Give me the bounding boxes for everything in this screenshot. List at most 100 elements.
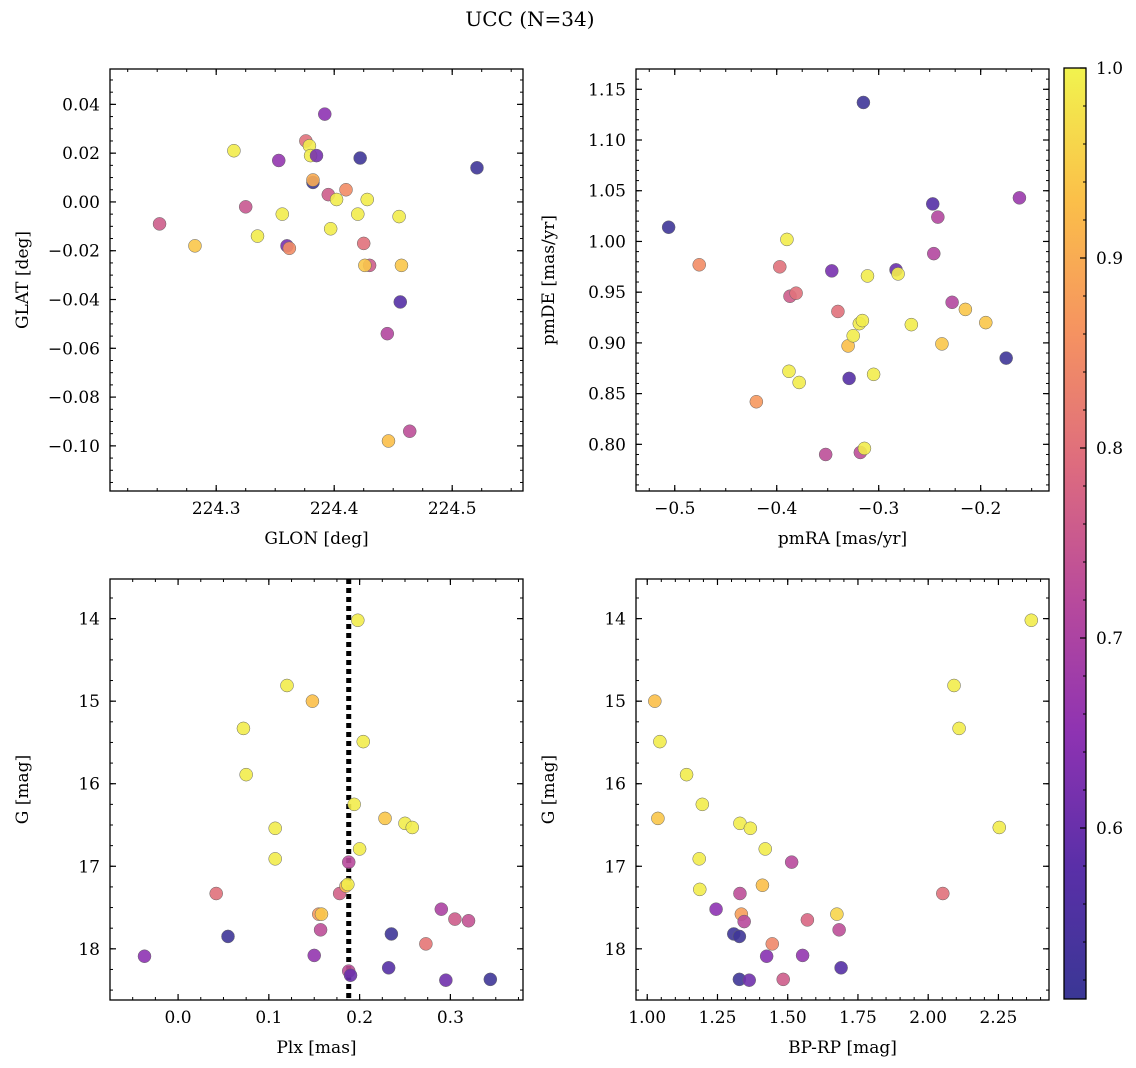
data-point (271, 153, 286, 168)
y-tick-label: 17 (604, 857, 626, 877)
y-tick-label: 0.90 (588, 334, 626, 354)
data-point (341, 877, 355, 892)
x-tick-label: 2.00 (909, 1008, 947, 1028)
data-point (339, 182, 353, 197)
x-axis-label: BP-RP [mag] (788, 1038, 897, 1058)
data-point (268, 852, 282, 866)
data-point (765, 937, 780, 951)
data-point (314, 907, 329, 921)
data-point (405, 820, 420, 835)
data-point (692, 258, 706, 272)
y-tick-label: −0.08 (48, 388, 100, 408)
y-tick-label: 0.85 (588, 385, 626, 405)
data-point (866, 367, 881, 382)
data-point (846, 329, 860, 343)
x-tick-label: 1.50 (769, 1008, 807, 1028)
data-point (381, 961, 396, 975)
x-tick-label: 1.25 (699, 1008, 737, 1028)
data-point (795, 948, 810, 963)
data-point (305, 694, 320, 708)
y-tick-label: −0.06 (48, 339, 100, 359)
y-tick-label: 0.80 (588, 435, 626, 455)
y-tick-label: 1.05 (588, 182, 626, 202)
data-point (759, 949, 774, 963)
data-point (419, 937, 433, 951)
data-point (693, 882, 707, 897)
x-axis-label: pmRA [mas/yr] (778, 529, 907, 549)
data-points (152, 107, 484, 448)
colorbar-tick-label: 0.6 (1096, 819, 1123, 839)
y-tick-label: 1.10 (588, 131, 626, 151)
data-point (280, 678, 294, 693)
data-point (347, 797, 361, 812)
data-point (945, 295, 959, 310)
data-point (351, 207, 365, 221)
tick-marks (636, 68, 1049, 491)
data-point (250, 229, 265, 243)
data-point (784, 855, 799, 869)
data-point (384, 927, 399, 941)
data-point (904, 317, 919, 332)
y-tick-label: −0.10 (48, 437, 100, 457)
panels: 224.3 224.4 224.5 0.04 0.02 0.00 −0.02 −0.04 −0.… (13, 68, 1050, 1058)
x-tick-label: 224.5 (428, 499, 477, 519)
data-point (737, 914, 751, 929)
y-tick-label: 18 (78, 940, 100, 960)
data-point (378, 811, 392, 826)
x-tick-label: 0.0 (165, 1008, 192, 1028)
axes-frame (635, 578, 1050, 1001)
x-tick-label: 0.2 (346, 1008, 373, 1028)
panel-glon-glat: 224.3 224.4 224.5 0.04 0.02 0.00 −0.02 −0.04 −0.… (13, 68, 524, 549)
y-tick-label: 14 (604, 610, 626, 630)
data-point (239, 767, 253, 782)
data-point (792, 375, 806, 390)
data-point (306, 173, 320, 187)
data-point (470, 161, 484, 175)
data-point (743, 821, 758, 836)
data-point (356, 734, 370, 749)
data-point (402, 424, 417, 438)
data-point (137, 949, 152, 963)
data-point (648, 694, 662, 708)
data-point (855, 313, 870, 328)
data-point (353, 151, 367, 165)
x-tick-label: −0.5 (654, 499, 695, 519)
data-point (925, 197, 940, 211)
data-point (309, 148, 324, 163)
data-point (952, 721, 966, 736)
data-point (236, 721, 251, 736)
data-point (825, 264, 839, 278)
data-point (947, 678, 961, 693)
data-point (830, 907, 844, 921)
data-point (313, 923, 328, 937)
data-point (931, 210, 945, 224)
x-tick-label: 1.75 (839, 1008, 877, 1028)
data-point (360, 192, 374, 207)
data-point (275, 207, 290, 221)
tick-marks (109, 579, 523, 1000)
data-point (238, 200, 253, 214)
data-point (394, 258, 409, 273)
data-point (380, 326, 395, 341)
panel-bprp-g: 1.00 1.25 1.50 1.75 2.00 2.25 14 15 16 17 18 BP-RP … (539, 578, 1050, 1058)
y-tick-label: −0.02 (48, 242, 100, 262)
data-point (831, 304, 845, 319)
data-point (434, 902, 449, 916)
data-point (818, 447, 833, 462)
x-tick-label: 224.4 (310, 499, 359, 519)
panel-pmra-pmde: −0.5 −0.4 −0.3 −0.2 1.15 1.10 1.05 1.00 0.95 0.90… (539, 68, 1050, 549)
data-point (709, 902, 723, 916)
y-tick-label: −0.04 (48, 291, 100, 311)
data-point (227, 143, 241, 158)
data-point (483, 972, 498, 987)
y-axis-label: G [mag] (13, 755, 33, 824)
colorbar-tick-label: 0.7 (1096, 629, 1123, 649)
y-tick-label: 16 (604, 775, 626, 795)
data-point (979, 315, 993, 330)
data-point (392, 209, 406, 224)
data-point (352, 842, 367, 856)
data-point (695, 797, 710, 812)
data-point (343, 968, 358, 982)
y-tick-label: 18 (604, 940, 626, 960)
